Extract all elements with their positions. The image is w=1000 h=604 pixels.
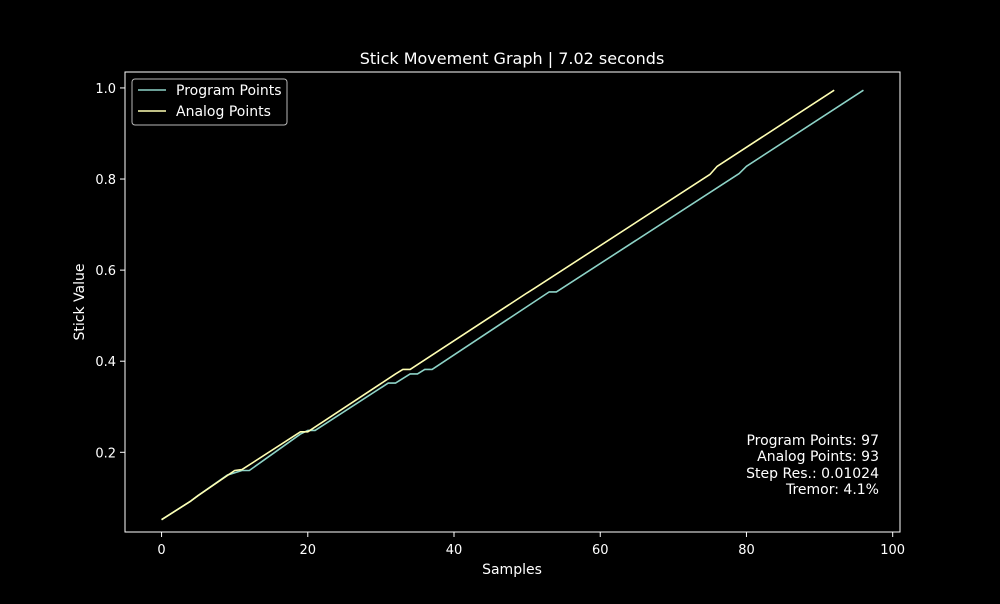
x-tick-label: 0	[157, 543, 165, 558]
annotation-analog-points: Analog Points: 93	[757, 449, 879, 465]
y-tick-label: 0.2	[95, 446, 116, 461]
annotation-step-resolution: Step Res.: 0.01024	[746, 466, 879, 482]
x-axis-label: Samples	[482, 562, 542, 578]
legend-box	[131, 78, 288, 126]
annotation-program-points: Program Points: 97	[746, 433, 879, 449]
x-tick-label: 80	[738, 543, 755, 558]
stats-annotation: Program Points: 97 Analog Points: 93 Ste…	[746, 433, 879, 498]
x-tick-label: 100	[880, 543, 905, 558]
x-tick-label: 20	[300, 543, 317, 558]
y-tick-label: 0.8	[95, 173, 116, 188]
axis-layer: 0 20 40 60 80 100 0.2 0.4 0.6 0.8 1.0	[95, 82, 905, 558]
legend-label-analog-points: Analog Points	[176, 104, 271, 120]
y-tick-label: 1.0	[95, 82, 116, 97]
series-layer	[161, 89, 864, 521]
y-tick-label: 0.4	[95, 355, 116, 370]
y-tick-label: 0.6	[95, 264, 116, 279]
x-tick-label: 60	[592, 543, 609, 558]
legend-label-program-points: Program Points	[176, 83, 282, 99]
y-axis-label: Stick Value	[72, 264, 88, 341]
plot-frame	[124, 71, 901, 533]
series-line-analog-points	[161, 89, 835, 521]
annotation-tremor: Tremor: 4.1%	[785, 482, 879, 498]
chart-title: Stick Movement Graph | 7.02 seconds	[360, 49, 665, 68]
legend: Program Points Analog Points	[131, 78, 288, 126]
x-tick-label: 40	[446, 543, 463, 558]
